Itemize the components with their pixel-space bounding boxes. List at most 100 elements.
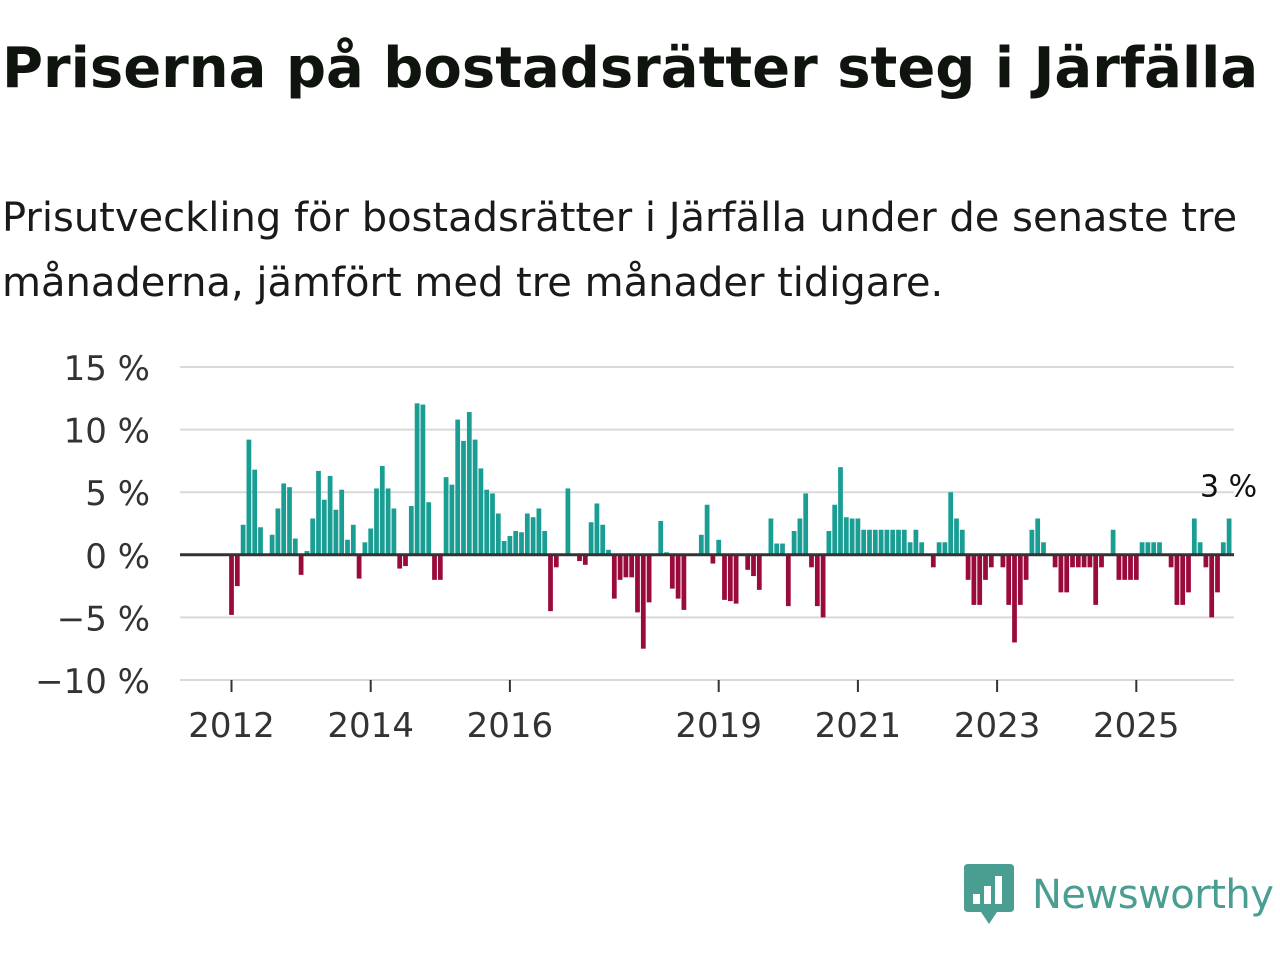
bar (321, 499, 327, 555)
bar (1180, 554, 1186, 605)
bar (229, 554, 234, 615)
bar (629, 554, 635, 578)
bar (722, 554, 727, 600)
bar (240, 524, 246, 555)
newsworthy-logo[interactable]: Newsworthy (964, 864, 1274, 926)
bar (478, 468, 484, 555)
label-layer: −10 % −5 % 0 % 5 % 10 % 15 % 2012 2014 2016 2019 2… (35, 349, 1257, 746)
bar (954, 518, 959, 555)
bar (443, 477, 449, 555)
bar (635, 554, 640, 613)
bar (814, 554, 820, 607)
x-tick-label: 2025 (1093, 706, 1180, 746)
bar (606, 549, 611, 555)
bar (727, 554, 733, 602)
bar (675, 554, 681, 599)
bar (577, 554, 582, 562)
bar (565, 488, 571, 555)
bar (466, 412, 472, 555)
y-tick-label: 5 % (85, 474, 150, 514)
bar (495, 513, 501, 555)
bar (1035, 518, 1041, 555)
bar (582, 554, 588, 565)
bar (397, 554, 403, 569)
x-tick-label: 2021 (815, 706, 902, 746)
bar (907, 542, 913, 555)
bar (1093, 554, 1099, 605)
bar (1209, 554, 1215, 618)
bar (362, 542, 368, 555)
bar (530, 517, 536, 555)
bar (820, 554, 826, 618)
bar (507, 536, 513, 555)
bar (901, 529, 907, 555)
bar (890, 529, 896, 555)
bar (959, 529, 965, 555)
bar (1215, 554, 1220, 593)
grid-layer (180, 366, 1234, 681)
bar (594, 503, 600, 555)
bar (988, 554, 994, 568)
bars-layer (229, 403, 1232, 649)
bar (838, 467, 843, 555)
bar (809, 554, 814, 568)
bar (490, 493, 495, 555)
bar (971, 554, 977, 605)
x-tick-label: 2012 (188, 706, 275, 746)
bar (374, 488, 379, 555)
x-tick-label: 2014 (327, 706, 414, 746)
bar (292, 538, 298, 555)
bar (1023, 554, 1029, 580)
bar (350, 524, 356, 555)
bar (855, 518, 861, 555)
bar (432, 554, 437, 580)
bar (1006, 554, 1012, 605)
bar (1110, 529, 1116, 555)
bar (269, 534, 275, 555)
brand-name: Newsworthy (1032, 872, 1274, 918)
bar-chart-speech-icon (964, 864, 1014, 924)
bar (1174, 554, 1180, 605)
bar (542, 531, 548, 555)
bar (623, 554, 629, 578)
bar (611, 554, 617, 599)
bar (942, 542, 948, 555)
bar (287, 487, 292, 555)
bar (780, 543, 785, 555)
bar (455, 419, 461, 555)
bar (930, 554, 936, 568)
bar (281, 483, 287, 555)
bar (1099, 554, 1104, 568)
bar (1122, 554, 1128, 580)
bar (733, 554, 739, 604)
bar (1128, 554, 1133, 580)
y-tick-label: −5 % (57, 599, 150, 639)
bar (548, 554, 553, 612)
bar (1226, 518, 1232, 555)
bar (327, 475, 333, 555)
bar (797, 518, 803, 555)
bar (745, 554, 751, 570)
bar (1151, 542, 1157, 555)
last-value-annotation: 3 % (1200, 469, 1257, 504)
bar (1075, 554, 1081, 568)
bar (1168, 554, 1174, 568)
bar (246, 439, 252, 555)
bar (704, 504, 710, 555)
y-tick-label: −10 % (35, 662, 150, 702)
bar (252, 469, 258, 555)
bar (640, 554, 646, 649)
bar (449, 484, 455, 555)
bar (878, 529, 884, 555)
axis-layer (180, 553, 1234, 692)
x-tick-label: 2019 (675, 706, 762, 746)
bar (426, 502, 432, 555)
bar (843, 517, 849, 555)
bar (861, 529, 867, 555)
bar (849, 518, 855, 555)
chart-subtitle: Prisutveckling för bostadsrätter i Järfä… (2, 195, 1238, 306)
bar (1157, 542, 1162, 555)
bar (368, 528, 374, 555)
bar (1052, 554, 1058, 568)
bar (339, 489, 345, 555)
